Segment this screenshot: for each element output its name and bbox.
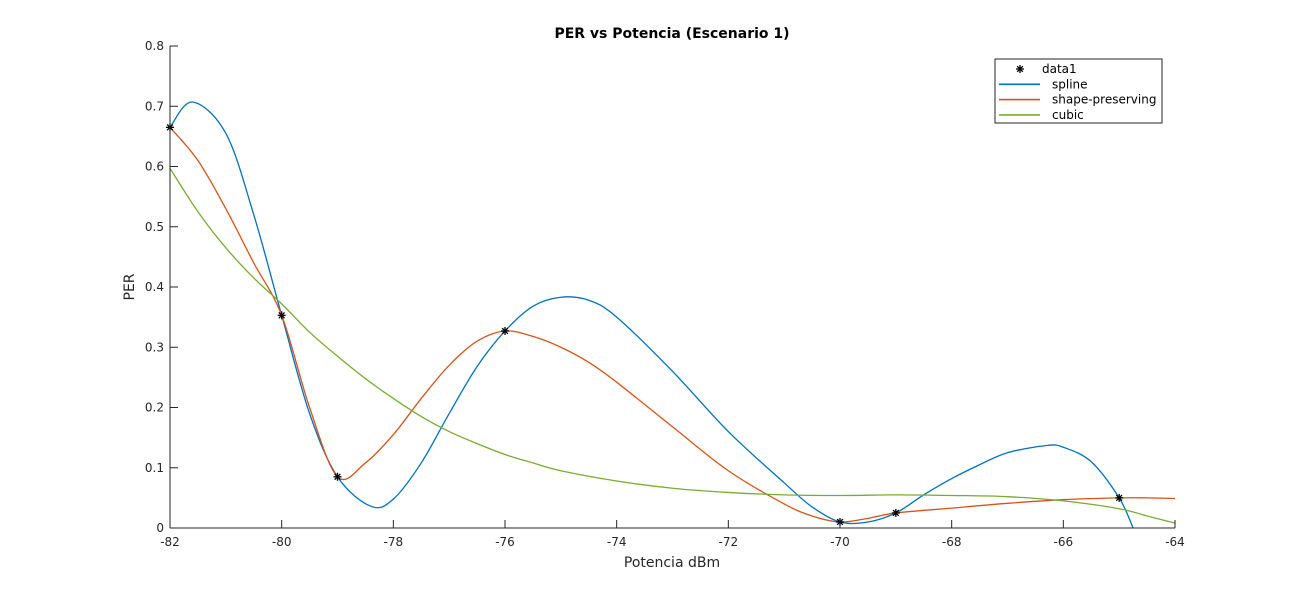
legend-label: cubic bbox=[1052, 108, 1084, 122]
x-tick-label: -80 bbox=[272, 535, 292, 549]
y-axis-label: PER bbox=[122, 273, 138, 300]
y-tick-label: 0.1 bbox=[145, 461, 164, 475]
series-line-shape-preserving bbox=[169, 126, 1176, 523]
y-tick-label: 0.4 bbox=[145, 280, 164, 294]
series-line-cubic bbox=[169, 167, 1176, 524]
x-tick-label: -64 bbox=[1165, 535, 1185, 549]
data-point-data1 bbox=[333, 472, 342, 481]
data-point-data1 bbox=[501, 326, 509, 335]
x-tick-label: -66 bbox=[1054, 535, 1074, 549]
x-tick-label: -76 bbox=[495, 535, 515, 549]
legend-label: shape-preserving bbox=[1052, 93, 1156, 107]
legend-box bbox=[994, 58, 1163, 124]
y-tick-label: 0.7 bbox=[145, 99, 164, 113]
data-point-data1 bbox=[891, 508, 900, 517]
x-tick-label: -70 bbox=[830, 535, 850, 549]
x-tick-label: -82 bbox=[160, 535, 180, 549]
data-point-data1 bbox=[277, 311, 286, 320]
y-tick-label: 0.6 bbox=[145, 160, 164, 174]
y-tick-label: 0.2 bbox=[145, 401, 164, 415]
x-axis-label: Potencia dBm bbox=[624, 555, 720, 571]
y-tick-label: 0.8 bbox=[145, 39, 164, 53]
x-tick-label: -68 bbox=[942, 535, 962, 549]
axes-layer: -82 -80 -78 -76 -74 -72 -70 -68 -66 -64 0 0.1 0.2 0.3… bbox=[145, 39, 1185, 549]
legend-label: spline bbox=[1052, 77, 1088, 91]
y-tick-label: 0.5 bbox=[145, 220, 164, 234]
chart-title: PER vs Potencia (Escenario 1) bbox=[554, 26, 789, 42]
y-tick-label: 0.3 bbox=[145, 340, 164, 354]
legend-label: data1 bbox=[1042, 62, 1077, 76]
x-tick-label: -78 bbox=[384, 535, 404, 549]
x-tick-label: -74 bbox=[607, 535, 627, 549]
plot-area bbox=[170, 46, 1175, 528]
data-point-data1 bbox=[1115, 493, 1124, 502]
x-tick-label: -72 bbox=[719, 535, 739, 549]
series-line-spline bbox=[169, 101, 1134, 529]
legend-marker-data1 bbox=[1016, 65, 1024, 73]
y-tick-label: 0 bbox=[156, 521, 164, 535]
